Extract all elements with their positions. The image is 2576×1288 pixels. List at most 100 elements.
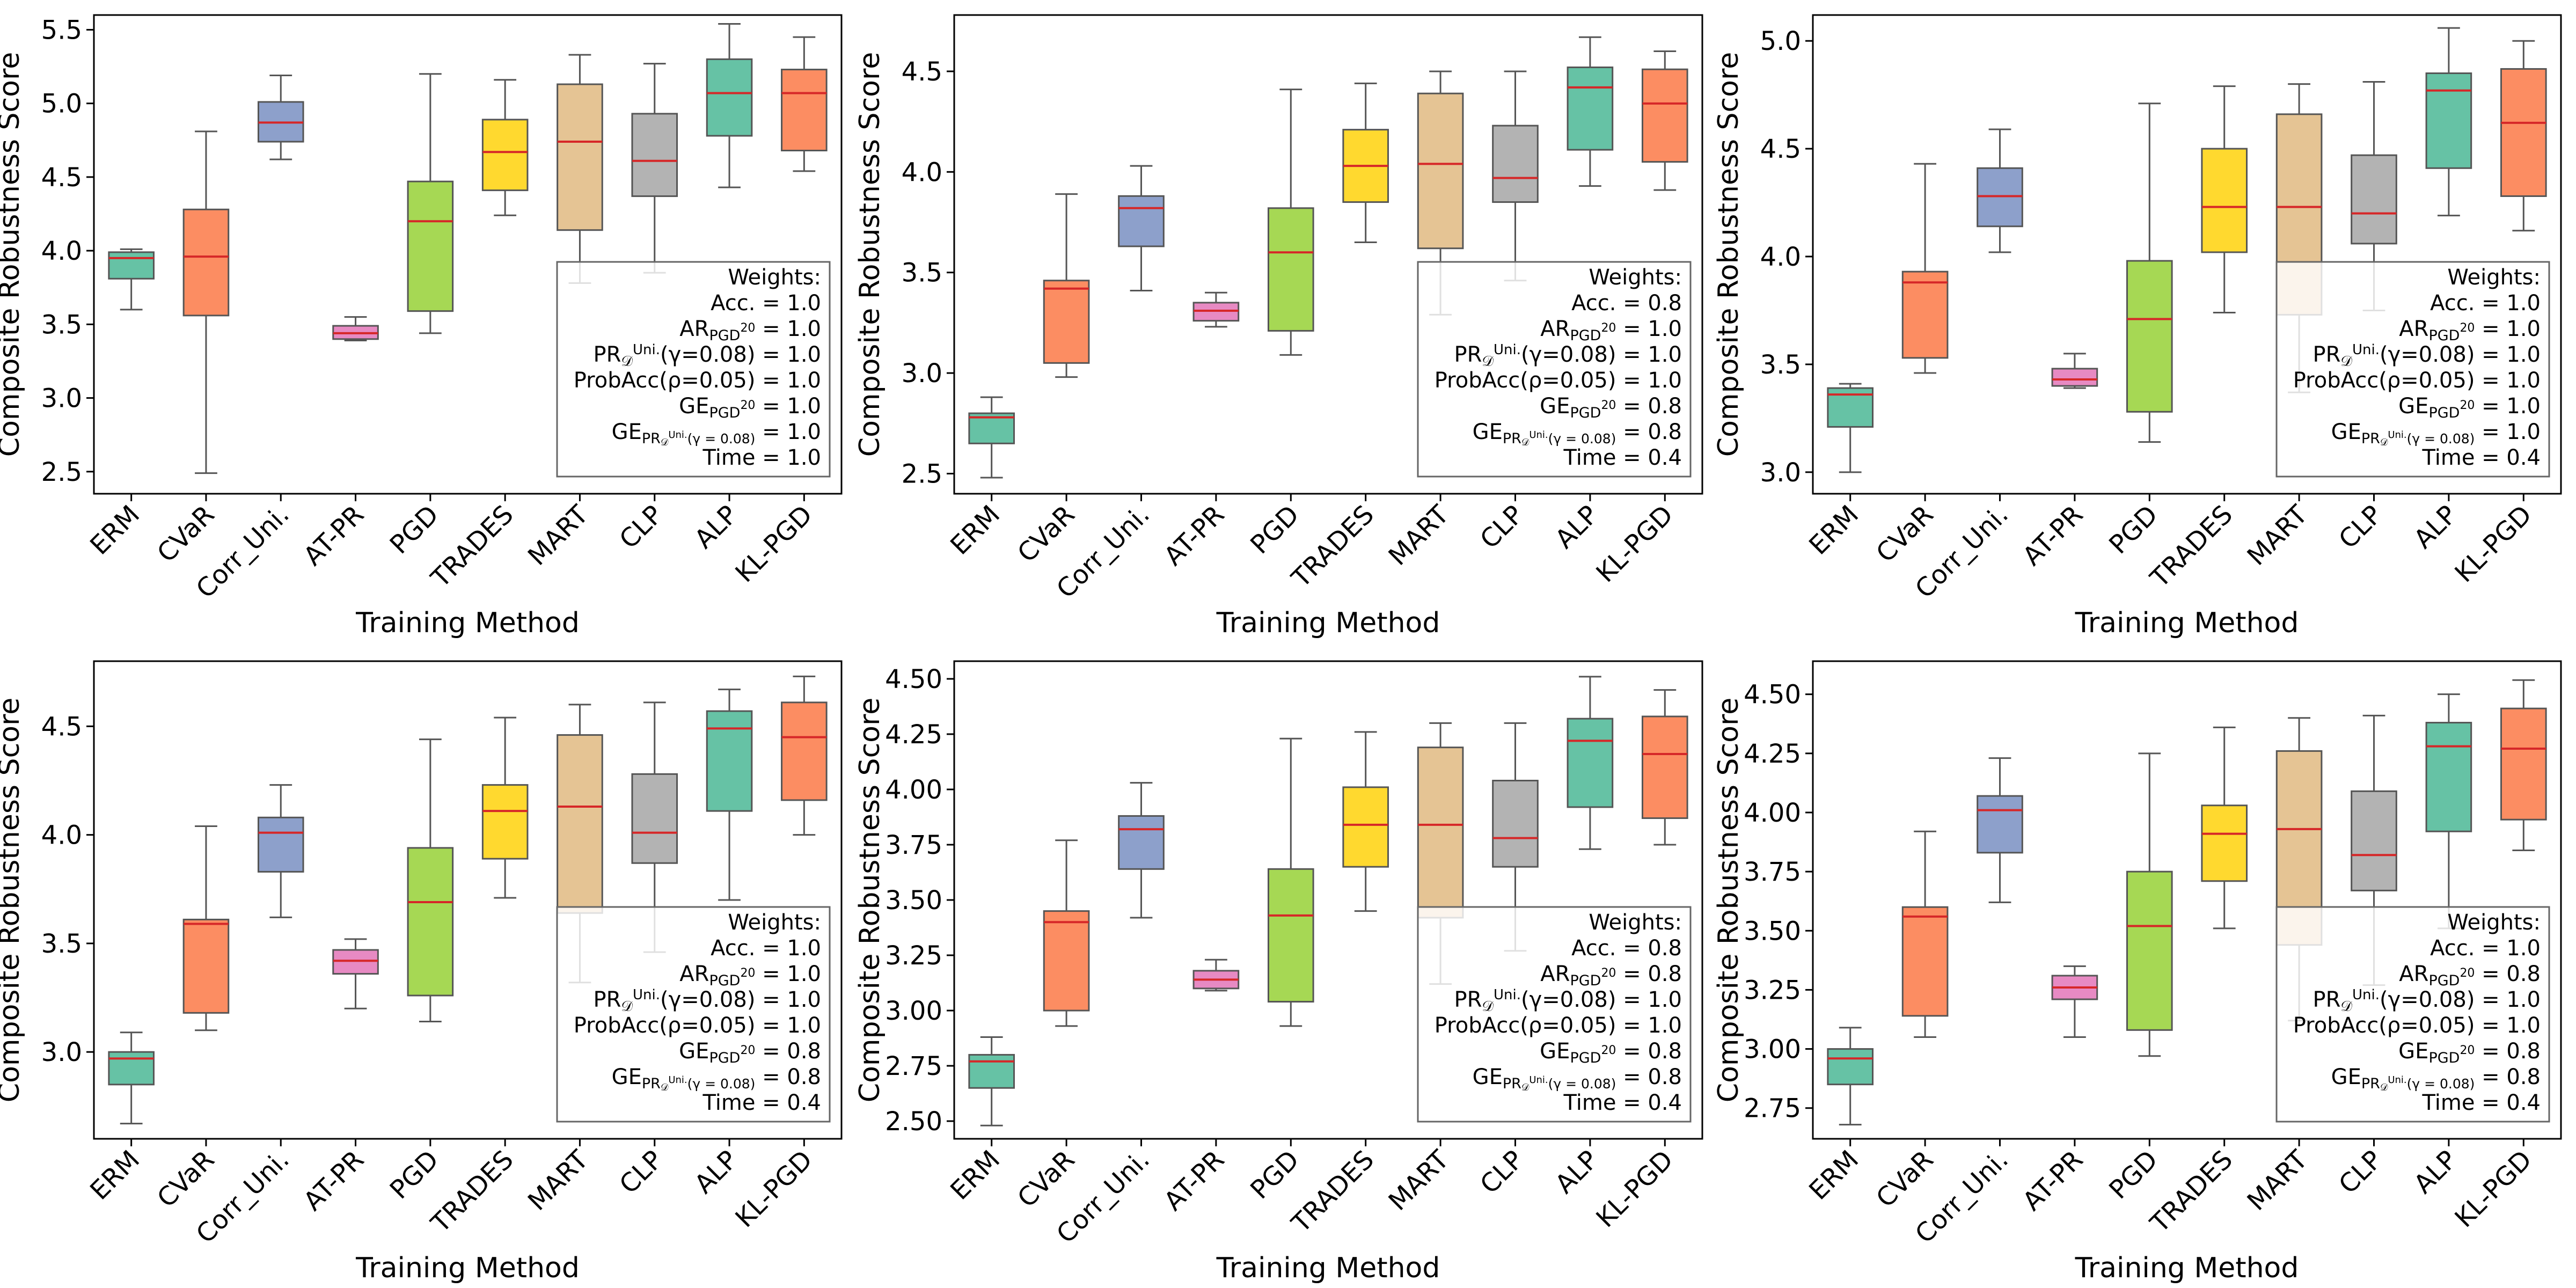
y-tick-label: 3.5	[41, 929, 82, 959]
box-CLP	[1492, 722, 1539, 952]
legend-frame	[1417, 261, 1692, 478]
legend-weight-pr: PR𝒟Uni.(γ=0.08) = 1.0	[594, 342, 822, 370]
y-tick-label: 3.5	[1760, 350, 1801, 380]
legend-weight-probacc: ProbAcc(ρ=0.05) = 1.0	[2293, 368, 2541, 393]
box-CLP	[1492, 70, 1539, 282]
x-axis-label: Training Method	[355, 1252, 580, 1284]
y-tick-label: 2.5	[41, 457, 82, 487]
box-AT-PR	[1192, 291, 1240, 328]
legend-weight-ge-pgd: GEPGD20 = 0.8	[1540, 394, 1682, 421]
legend-title: Weights:	[1589, 265, 1682, 290]
plot-frame	[953, 660, 1703, 1140]
box-body	[781, 69, 828, 152]
x-tick-label: ERM	[945, 1145, 1006, 1206]
legend-weight-ge-pgd: GEPGD20 = 0.8	[679, 1039, 821, 1066]
x-tick-label: PGD	[2103, 500, 2164, 560]
box-Corr_Uni.	[1977, 128, 2023, 253]
legend-weight-probacc: ProbAcc(ρ=0.05) = 1.0	[574, 1013, 821, 1038]
y-tick-label: 3.0	[41, 384, 82, 414]
x-tick-label: ALP	[689, 500, 743, 554]
box-body	[1267, 868, 1314, 1003]
box-body	[1417, 92, 1464, 250]
y-tick-label: 4.00	[885, 775, 942, 805]
y-tick-label: 4.0	[41, 236, 82, 266]
y-tick-label: 4.25	[1744, 739, 1801, 769]
legend-weight-ar: ARPGD20 = 1.0	[679, 962, 821, 989]
box-ERM	[968, 396, 1015, 479]
legend-title: Weights:	[2447, 910, 2541, 935]
x-tick-label: MART	[1383, 499, 1455, 571]
legend-weight-ge-pr: GEPR𝒟Uni.(γ = 0.08) = 1.0	[2331, 420, 2541, 448]
box-body	[481, 119, 529, 192]
y-tick-label: 4.0	[902, 157, 942, 187]
y-axis-label: Composite Robustness Score	[1713, 698, 1745, 1102]
y-axis-label: Composite Robustness Score	[0, 698, 26, 1102]
x-tick-label: TRADES	[1286, 1145, 1380, 1239]
box-Corr_Uni.	[257, 784, 304, 918]
box-body	[257, 816, 304, 873]
x-tick-label: MART	[1383, 1144, 1455, 1216]
box-KL-PGD	[781, 675, 828, 836]
box-body	[1267, 207, 1314, 332]
box-body	[182, 208, 230, 317]
box-CVaR	[1043, 839, 1090, 1027]
box-body	[2051, 368, 2098, 387]
box-KL-PGD	[781, 36, 828, 172]
box-body	[1901, 270, 1949, 359]
legend-weight-pr: PR𝒟Uni.(γ=0.08) = 1.0	[1454, 987, 1682, 1015]
box-body	[631, 773, 678, 864]
legend-weight-pr: PR𝒟Uni.(γ=0.08) = 1.0	[594, 987, 822, 1015]
box-body	[2126, 260, 2173, 413]
x-tick-label: KL-PGD	[730, 500, 818, 588]
box-KL-PGD	[1641, 50, 1688, 191]
box-PGD	[407, 73, 454, 334]
y-tick-label: 3.5	[41, 310, 82, 340]
legend-weight-ge-pgd: GEPGD20 = 1.0	[2398, 394, 2541, 421]
box-body	[1492, 780, 1539, 868]
x-tick-label: ALP	[2408, 1145, 2463, 1199]
y-tick-label: 2.75	[885, 1051, 942, 1081]
box-body	[631, 113, 678, 197]
box-body	[557, 734, 603, 914]
box-CLP	[631, 63, 678, 274]
x-axis-label: Training Method	[1216, 1252, 1440, 1284]
box-PGD	[2126, 752, 2173, 1057]
legend-weight-ge-pr: GEPR𝒟Uni.(γ = 0.08) = 0.8	[1473, 420, 1682, 448]
box-AT-PR	[2051, 965, 2098, 1038]
box-TRADES	[1342, 731, 1389, 912]
box-AT-PR	[332, 316, 379, 342]
y-tick-label: 4.50	[885, 664, 942, 694]
x-tick-label: TRADES	[425, 500, 519, 594]
plot-frame	[1812, 660, 2562, 1140]
y-tick-label: 5.0	[41, 89, 82, 119]
box-body	[1118, 195, 1165, 247]
x-tick-label: ALP	[1549, 500, 1604, 554]
y-axis-label: Composite Robustness Score	[854, 698, 886, 1102]
x-tick-label: ERM	[945, 500, 1006, 561]
legend-title: Weights:	[728, 265, 821, 290]
box-AT-PR	[332, 938, 379, 1009]
box-ERM	[108, 248, 155, 311]
box-TRADES	[481, 79, 529, 216]
y-tick-label: 3.25	[1744, 975, 1801, 1005]
x-axis-label: Training Method	[355, 607, 580, 639]
legend-weight-ge-pr: GEPR𝒟Uni.(γ = 0.08) = 0.8	[1473, 1065, 1682, 1093]
legend-weight-acc: Acc. = 1.0	[711, 936, 821, 961]
legend-weight-pr: PR𝒟Uni.(γ=0.08) = 1.0	[1454, 342, 1682, 370]
legend-weight-ar: ARPGD20 = 1.0	[1540, 317, 1682, 344]
legend-weight-time: Time = 0.4	[2422, 1091, 2541, 1115]
plot-frame	[1812, 14, 2562, 495]
x-tick-label: CLP	[2333, 500, 2388, 555]
plot-frame	[953, 14, 1703, 495]
box-Corr_Uni.	[1118, 165, 1165, 291]
x-tick-label: PGD	[1245, 1145, 1305, 1205]
box-ALP	[2425, 27, 2472, 217]
y-tick-label: 2.5	[902, 459, 942, 489]
box-body	[1977, 795, 2023, 854]
box-KL-PGD	[1641, 689, 1688, 846]
legend-weight-ge-pgd: GEPGD20 = 1.0	[679, 394, 821, 421]
box-CVaR	[182, 130, 230, 474]
y-tick-label: 5.0	[1760, 26, 1801, 56]
